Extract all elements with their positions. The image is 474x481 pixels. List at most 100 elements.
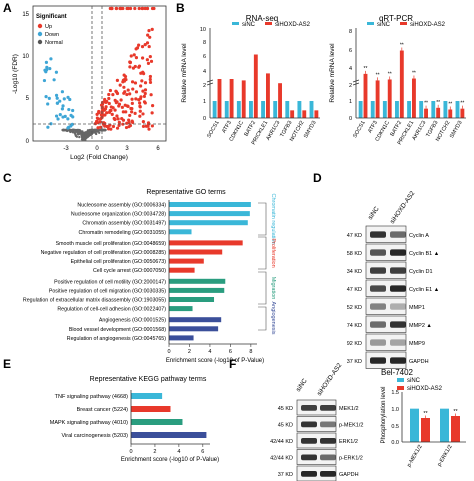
kegg-bar [131,419,183,425]
point-up [140,45,145,49]
point-normal [82,132,85,136]
go-term-label: Regulation of cell-cell adhesion (GO:002… [57,307,166,313]
bar-sihoxd-as2 [375,80,380,118]
f-ylabel: Phosphorylation level [381,386,387,443]
point-up [113,117,117,122]
e-title: Representative KEGG pathway terms [90,376,207,383]
f-legend-sinc-swatch [397,378,404,382]
point-normal [77,128,80,132]
f-legend-sinc: siNC [407,378,421,384]
d-lane-sinc: siNC [367,205,381,221]
point-up [122,73,126,77]
point-up [105,99,109,104]
point-down [55,96,59,100]
e-xtick-label: 6 [201,449,204,455]
panel-c-letter: C [3,171,12,185]
b-left-ytick-6: 6 [203,54,206,60]
point-down [44,95,48,99]
blot-band [370,285,386,292]
point-down [44,60,49,64]
bar-sinc [440,408,449,442]
point-up [143,91,147,96]
significance-label: ** [448,102,452,108]
b-right-legend-kd-swatch [400,22,407,25]
legend-title: Significant [36,14,67,20]
b-right-ylabel: Relative mRNA level [329,43,336,103]
bar-sihoxd-as2 [314,110,319,118]
f-blot-rows: 45 KD MEK1/2 45 KD p-MEK1/2 42/44 KD ERK1/2 42… [270,399,363,481]
point-up [140,79,144,83]
kegg-term-label: Viral carcinogenesis (5203) [61,433,128,439]
point-up [117,123,121,127]
panel-a-letter: A [3,1,12,15]
go-bar [169,317,222,323]
b-right-axis-break [352,79,360,86]
point-normal [80,134,83,137]
point-up [108,88,113,93]
c-bracket-angiogenesis [258,306,267,331]
blot-band [301,454,317,461]
bar-sinc [431,101,436,118]
protein-label: MMP2 ▲ [409,323,432,329]
c-cat-chromatin: Chromatin regulation [270,193,276,244]
point-up [130,110,134,114]
b-left-ytick-4: 4 [203,69,206,75]
bar-sihoxd-as2 [290,110,295,118]
point-up [138,109,142,113]
point-up [129,54,133,58]
point-down [48,66,52,71]
c-title: Representative GO terms [146,189,226,196]
c-xtick-label: 6 [229,349,232,355]
protein-label: MMP9 [409,341,425,347]
bar-sihoxd-as2 [302,110,307,118]
point-up [137,43,141,47]
point-down [56,117,60,121]
go-term-label: Smooth muscle cell proliferation (GO:004… [56,241,167,247]
f-category-label: p-MEK1/2 [406,444,423,468]
panel-e-letter: E [3,357,11,371]
bar-sihoxd-as2 [448,109,453,118]
panel-d: D siNC siHOXD-AS2 47 KD Cyclin A 58 KD Cycl… [313,171,439,377]
bar-sinc [273,101,278,118]
point-up [125,104,130,108]
f-legend-kd-swatch [397,386,404,390]
significance-label: ** [423,411,428,417]
kd-label: 92 KD [347,341,362,347]
bar-sinc [407,101,411,118]
point-normal [96,128,100,132]
c-bracket-chromatin [258,202,267,236]
point-up [126,6,130,11]
point-up [122,85,126,89]
point-up [150,27,154,31]
panel-d-letter: D [313,171,322,185]
point-up [134,55,139,60]
go-term-label: Nucleosome organization (GO:0034728) [71,212,166,218]
point-normal [83,132,87,135]
protein-label: GAPDH [409,359,429,365]
point-up [97,109,101,114]
point-up [122,91,126,95]
gene-label: SOCS1 [206,120,221,139]
a-xtick-0: 0 [95,146,99,152]
point-up [131,66,135,70]
point-up [115,114,119,118]
f-lane-kd: siHOXD-AS2 [316,362,344,397]
bar-sinc [261,101,265,118]
point-up [141,124,146,129]
kd-label: 52 KD [347,305,362,311]
b-left-title: RNA-seq [246,14,278,23]
b-left-gene-labels: SOCS1 ATF3CDKN1CBATF2PRICKLE1AKR1C3TGFB3N… [206,120,317,146]
point-up [133,81,138,85]
kd-label: 45 KD [278,423,293,429]
blot-band [301,404,317,411]
point-normal [77,131,80,135]
a-xtick-m3: -3 [63,146,69,152]
protein-label: Cyclin E1 ▲ [409,287,439,293]
point-up [124,125,129,130]
gene-label: ATF3 [221,120,233,134]
panel-a: A Significant Up Down Normal 0 5 10 15 -… [3,1,167,161]
kegg-term-label: Breast cancer (5224) [77,407,129,413]
f-ytick-0: 0.0 [391,440,399,446]
point-down [66,117,70,121]
blot-band [320,454,336,461]
